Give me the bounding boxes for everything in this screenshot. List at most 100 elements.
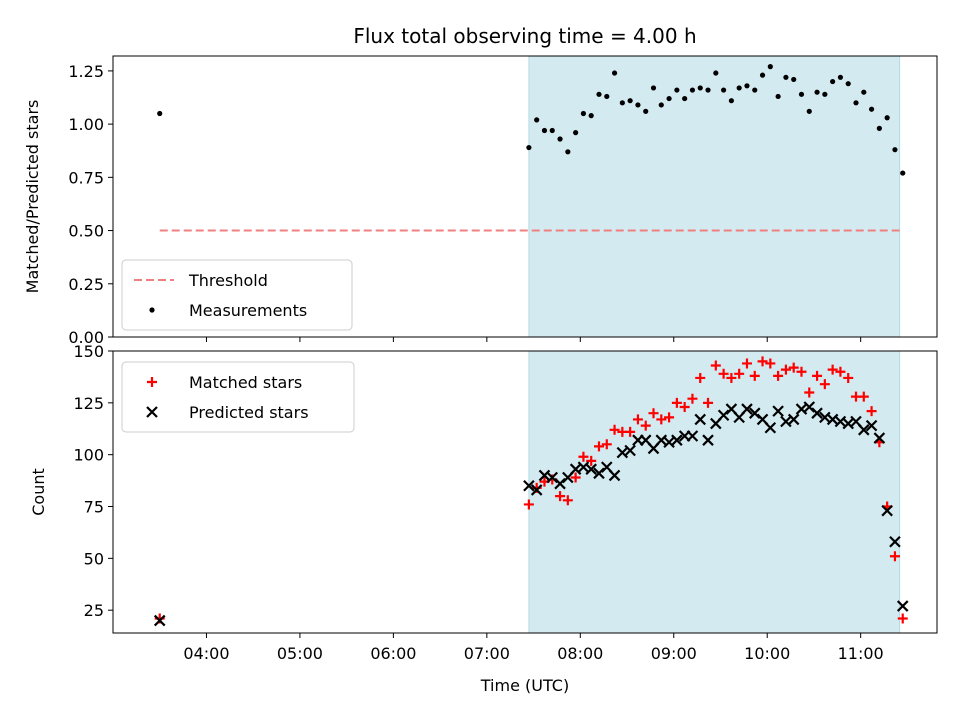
data-point	[604, 93, 610, 100]
data-point	[772, 405, 784, 417]
data-point	[721, 87, 727, 93]
data-point	[741, 358, 752, 369]
data-point	[682, 95, 688, 102]
figure-title: Flux total observing time = 4.00 h	[353, 24, 696, 48]
data-point	[788, 362, 799, 373]
data-point	[837, 74, 844, 80]
data-point	[884, 115, 890, 121]
data-point	[876, 125, 882, 131]
series-measurements	[157, 64, 906, 176]
data-point	[843, 372, 854, 383]
data-point	[523, 499, 534, 510]
data-point	[526, 144, 532, 151]
data-point	[534, 117, 540, 123]
y-tick-label: 25	[84, 601, 104, 620]
observing-window-span	[528, 56, 900, 337]
data-point	[632, 414, 643, 425]
data-point	[546, 471, 559, 484]
legend-swatch	[147, 377, 157, 387]
legend	[121, 361, 355, 433]
x-tick-label: 09:00	[651, 644, 697, 663]
data-point	[845, 81, 851, 87]
data-point	[157, 110, 163, 117]
data-point	[588, 113, 594, 119]
legend-swatch	[146, 406, 158, 418]
data-point	[759, 72, 766, 78]
x-tick-label: 05:00	[277, 644, 323, 663]
data-point	[814, 89, 820, 95]
data-point	[892, 147, 898, 153]
data-point	[593, 441, 604, 452]
data-point	[593, 467, 605, 480]
data-point	[728, 98, 734, 104]
data-point	[830, 78, 836, 85]
data-point	[585, 463, 597, 475]
y-tick-label: 1.25	[68, 62, 104, 81]
y-axis-title: Count	[29, 468, 48, 516]
data-point	[635, 102, 641, 108]
y-tick-label: 0.25	[68, 275, 104, 294]
x-tick-label: 08:00	[557, 644, 603, 663]
data-point	[858, 424, 870, 436]
data-point	[694, 413, 707, 426]
data-point	[664, 412, 675, 423]
data-point	[791, 76, 797, 83]
data-point	[827, 364, 838, 375]
data-point	[783, 74, 789, 80]
series-predicted-stars	[153, 401, 909, 627]
x-tick-label: 10:00	[744, 644, 790, 663]
data-point	[705, 87, 711, 93]
x-axis-title: Time (UTC)	[480, 676, 569, 695]
data-point	[787, 413, 800, 426]
data-point	[741, 403, 753, 415]
data-point	[889, 535, 901, 548]
x-tick-label: 04:00	[183, 644, 229, 663]
y-tick-label: 50	[84, 549, 104, 568]
data-point	[858, 391, 869, 402]
data-point	[734, 368, 745, 379]
data-point	[749, 370, 760, 381]
data-point	[866, 406, 877, 417]
y-tick-label: 0.00	[68, 328, 104, 347]
data-point	[580, 110, 587, 117]
data-point	[541, 127, 548, 134]
data-point	[897, 613, 908, 624]
data-point	[608, 469, 621, 482]
plot-frame	[112, 55, 938, 338]
data-point	[861, 89, 867, 95]
y-tick-label: 0.75	[68, 168, 104, 187]
data-point	[611, 70, 618, 76]
data-point	[656, 414, 667, 425]
legend	[121, 259, 353, 331]
data-point	[596, 91, 602, 97]
data-point	[679, 401, 690, 412]
data-point	[822, 91, 828, 97]
data-point	[650, 85, 657, 91]
data-point	[796, 366, 807, 377]
data-point	[811, 407, 823, 419]
data-point	[648, 408, 659, 419]
data-point	[812, 370, 823, 381]
data-point	[713, 70, 719, 76]
data-point	[765, 358, 776, 369]
data-point	[900, 170, 906, 176]
plot-frame	[112, 350, 938, 634]
legend-label: Predicted stars	[189, 403, 309, 422]
data-point	[666, 95, 672, 102]
data-point	[752, 87, 758, 93]
legend-label: Measurements	[189, 301, 307, 320]
data-point	[625, 426, 636, 437]
data-point	[889, 551, 900, 562]
data-point	[780, 364, 791, 375]
data-point	[557, 136, 563, 142]
data-point	[726, 372, 737, 383]
data-point	[695, 372, 706, 383]
data-point	[710, 360, 721, 371]
data-point	[640, 420, 651, 431]
data-point	[804, 387, 815, 398]
data-point	[702, 434, 714, 446]
data-point	[530, 484, 543, 496]
y-tick-label: 0.50	[68, 222, 104, 241]
x-tick-label: 07:00	[464, 644, 510, 663]
